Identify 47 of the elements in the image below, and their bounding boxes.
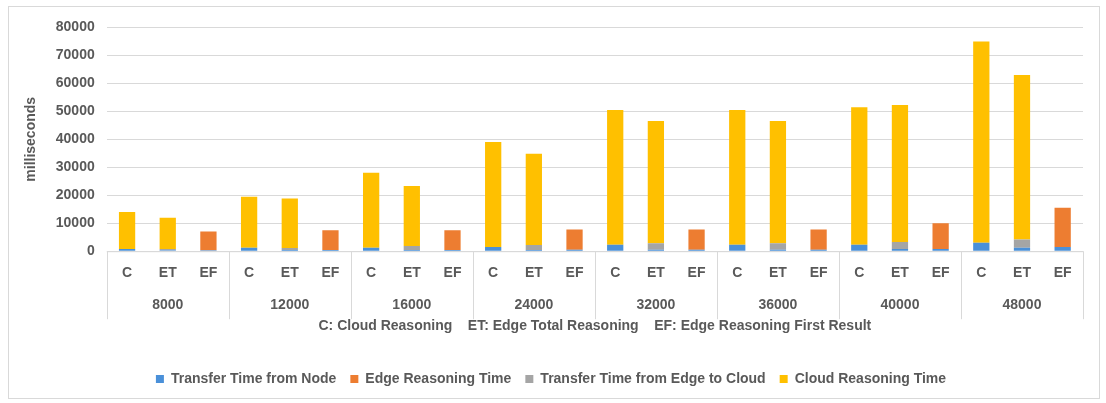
y-tick-label: 60000 — [55, 74, 95, 91]
x-tick-label: C — [976, 264, 987, 281]
text: 40000 — [880, 296, 920, 313]
x-tick-label: EF — [321, 264, 340, 281]
x-tick-label: ET — [646, 264, 666, 281]
y-axis-title: milliseconds — [22, 96, 39, 182]
x-tick-label: EF — [199, 264, 218, 281]
text: 24000 — [514, 296, 554, 313]
x-tick-label: EF — [565, 264, 584, 281]
text: C: Cloud Reasoning ET: Edge Total Reasoning EF: Edge Reasoning First Result — [318, 317, 872, 334]
x-tick-label: C — [122, 264, 133, 281]
y-tick-label: 40000 — [55, 130, 95, 147]
x-tick-label: EF — [687, 264, 706, 281]
x-tick-label: ET — [768, 264, 788, 281]
text: 12000 — [270, 296, 310, 313]
legend-label: Cloud Reasoning Time — [794, 369, 947, 386]
x-tick-label: EF — [1053, 264, 1073, 281]
x-tick-label: C — [366, 264, 377, 281]
text: 48000 — [1002, 296, 1042, 313]
text: 8000 — [152, 296, 184, 313]
x-tick-label: ET — [280, 264, 300, 281]
y-tick-label: 50000 — [55, 102, 95, 119]
text: 36000 — [758, 296, 798, 313]
y-tick-label: 30000 — [55, 158, 95, 175]
y-tick-label: 20000 — [55, 186, 95, 203]
legend-label: Transfer Time from Edge to Cloud — [540, 369, 766, 386]
x-tick-label: C — [732, 264, 743, 281]
x-tick-label: C — [244, 264, 255, 281]
x-tick-label: C — [854, 264, 865, 281]
x-tick-label: ET — [158, 264, 178, 281]
x-tick-label: ET — [1013, 264, 1032, 281]
x-tick-label: EF — [809, 264, 828, 281]
y-tick-label: 80000 — [55, 18, 95, 35]
text: 16000 — [392, 296, 432, 313]
y-tick-label: 0 — [86, 242, 95, 259]
y-tick-label: 10000 — [55, 214, 95, 231]
text: 32000 — [636, 296, 676, 313]
x-tick-label: C — [488, 264, 499, 281]
x-tick-label: C — [610, 264, 621, 281]
legend-label: Edge Reasoning Time — [365, 369, 512, 386]
y-tick-label: 70000 — [55, 46, 95, 63]
x-tick-label: ET — [891, 264, 910, 281]
legend-label: Transfer Time from Node — [170, 369, 337, 386]
x-tick-label: EF — [443, 264, 462, 281]
x-tick-label: ET — [524, 264, 544, 281]
x-tick-label: ET — [402, 264, 422, 281]
x-tick-label: EF — [931, 264, 951, 281]
